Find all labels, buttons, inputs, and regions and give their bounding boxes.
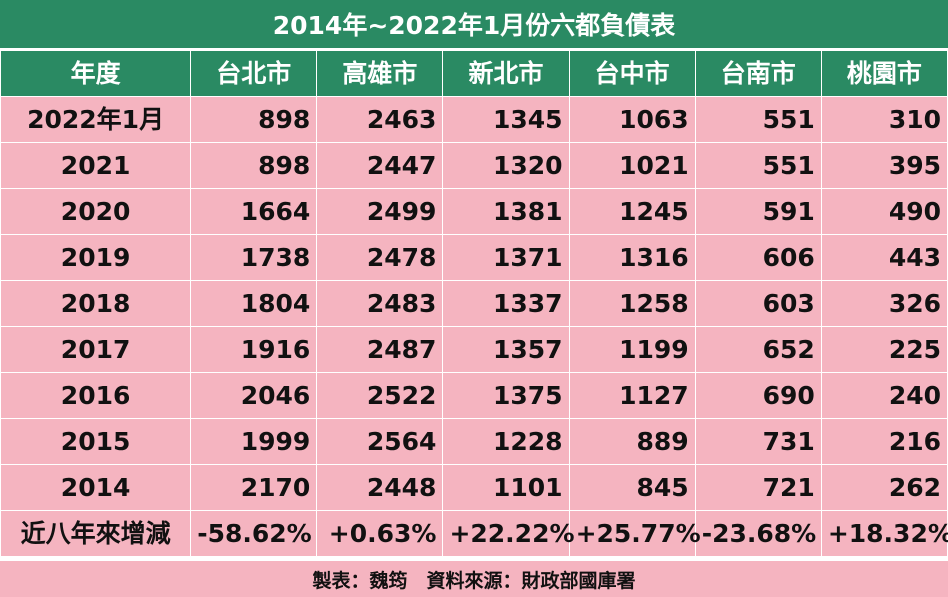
value-cell: 1916	[190, 326, 318, 373]
table-row: 近八年來增減 -58.62% +0.63% +22.22% +25.77% -23.68%…	[0, 510, 948, 557]
value-cell: 1371	[442, 234, 570, 281]
value-cell: +0.63%	[316, 510, 444, 557]
row-label-cell: 2016	[0, 372, 192, 419]
value-cell: 1664	[190, 188, 318, 235]
row-label-cell: 2021	[0, 142, 192, 189]
header-row: 年度 台北市 高雄市 新北市 台中市 台南市 桃園市	[0, 50, 948, 97]
table-row: 2019 1738 2478 1371 1316 606 443	[0, 234, 948, 281]
row-label-cell: 2022年1月	[0, 96, 192, 143]
value-cell: 889	[568, 418, 696, 465]
row-label-cell: 2014	[0, 464, 192, 511]
table-row: 2014 2170 2448 1101 845 721 262	[0, 464, 948, 511]
column-header-taipei: 台北市	[190, 50, 318, 97]
value-cell: 1245	[568, 188, 696, 235]
value-cell: 2046	[190, 372, 318, 419]
value-cell: 1337	[442, 280, 570, 327]
value-cell: 395	[820, 142, 948, 189]
table-row: 2015 1999 2564 1228 889 731 216	[0, 418, 948, 465]
column-header-new-taipei: 新北市	[442, 50, 570, 97]
value-cell: 1258	[568, 280, 696, 327]
table-row: 2018 1804 2483 1337 1258 603 326	[0, 280, 948, 327]
table-row: 2020 1664 2499 1381 1245 591 490	[0, 188, 948, 235]
value-cell: 1101	[442, 464, 570, 511]
table-header: 年度 台北市 高雄市 新北市 台中市 台南市 桃園市	[0, 50, 948, 97]
value-cell: 898	[190, 96, 318, 143]
value-cell: 225	[820, 326, 948, 373]
value-cell: 2499	[316, 188, 444, 235]
value-cell: 443	[820, 234, 948, 281]
value-cell: 845	[568, 464, 696, 511]
value-cell: 1320	[442, 142, 570, 189]
value-cell: 2448	[316, 464, 444, 511]
table-row: 2022年1月 898 2463 1345 1063 551 310	[0, 96, 948, 143]
value-cell: 1381	[442, 188, 570, 235]
value-cell: 551	[694, 142, 822, 189]
row-label-cell: 近八年來增減	[0, 510, 192, 557]
value-cell: 1738	[190, 234, 318, 281]
value-cell: 1375	[442, 372, 570, 419]
value-cell: 1063	[568, 96, 696, 143]
value-cell: 731	[694, 418, 822, 465]
value-cell: 2170	[190, 464, 318, 511]
value-cell: -58.62%	[190, 510, 318, 557]
value-cell: 591	[694, 188, 822, 235]
value-cell: 1021	[568, 142, 696, 189]
row-label-cell: 2018	[0, 280, 192, 327]
row-label-cell: 2017	[0, 326, 192, 373]
value-cell: 2478	[316, 234, 444, 281]
column-header-year: 年度	[0, 50, 192, 97]
row-label-cell: 2019	[0, 234, 192, 281]
column-header-tainan: 台南市	[694, 50, 822, 97]
table-body: 2022年1月 898 2463 1345 1063 551 310 2021 898 2447 1…	[0, 96, 948, 557]
value-cell: +25.77%	[568, 510, 701, 557]
value-cell: 2447	[316, 142, 444, 189]
value-cell: 1804	[190, 280, 318, 327]
value-cell: 1345	[442, 96, 570, 143]
value-cell: 240	[820, 372, 948, 419]
value-cell: 490	[820, 188, 948, 235]
value-cell: 2487	[316, 326, 444, 373]
column-header-kaohsiung: 高雄市	[316, 50, 444, 97]
value-cell: -23.68%	[694, 510, 822, 557]
value-cell: 652	[694, 326, 822, 373]
value-cell: +18.32%	[820, 510, 948, 557]
value-cell: 310	[820, 96, 948, 143]
table-row: 2016 2046 2522 1375 1127 690 240	[0, 372, 948, 419]
value-cell: 2522	[316, 372, 444, 419]
value-cell: 1228	[442, 418, 570, 465]
value-cell: 721	[694, 464, 822, 511]
value-cell: 216	[820, 418, 948, 465]
value-cell: 1199	[568, 326, 696, 373]
value-cell: 326	[820, 280, 948, 327]
table-title: 2014年~2022年1月份六都負債表	[0, 0, 948, 50]
column-header-taoyuan: 桃園市	[820, 50, 948, 97]
value-cell: 2483	[316, 280, 444, 327]
value-cell: 898	[190, 142, 318, 189]
value-cell: 1127	[568, 372, 696, 419]
table-row: 2017 1916 2487 1357 1199 652 225	[0, 326, 948, 373]
value-cell: 2463	[316, 96, 444, 143]
table-footer-source: 製表：魏筠 資料來源：財政部國庫署	[0, 560, 948, 597]
value-cell: 603	[694, 280, 822, 327]
value-cell: 1999	[190, 418, 318, 465]
row-label-cell: 2015	[0, 418, 192, 465]
value-cell: 690	[694, 372, 822, 419]
debt-table: 年度 台北市 高雄市 新北市 台中市 台南市 桃園市 2022年1月 898 246…	[0, 50, 948, 557]
value-cell: 1357	[442, 326, 570, 373]
value-cell: 262	[820, 464, 948, 511]
column-header-taichung: 台中市	[568, 50, 696, 97]
value-cell: 2564	[316, 418, 444, 465]
value-cell: 551	[694, 96, 822, 143]
value-cell: 1316	[568, 234, 696, 281]
value-cell: 606	[694, 234, 822, 281]
table-row: 2021 898 2447 1320 1021 551 395	[0, 142, 948, 189]
value-cell: +22.22%	[442, 510, 575, 557]
row-label-cell: 2020	[0, 188, 192, 235]
